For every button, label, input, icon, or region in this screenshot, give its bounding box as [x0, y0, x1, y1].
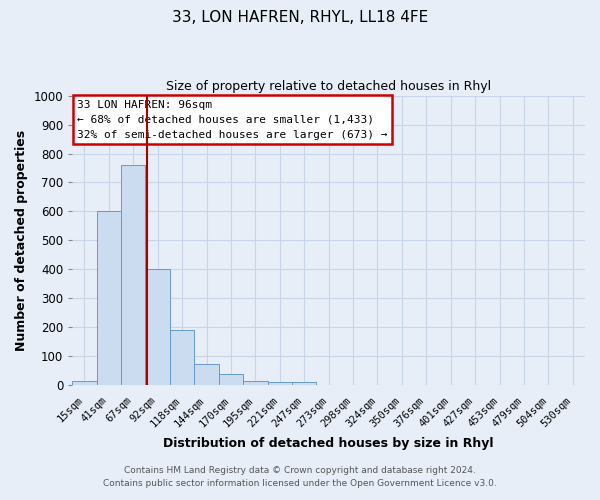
Text: Contains HM Land Registry data © Crown copyright and database right 2024.
Contai: Contains HM Land Registry data © Crown c…: [103, 466, 497, 487]
Bar: [72, 381, 97, 386]
Bar: [268, 382, 292, 386]
Text: 33, LON HAFREN, RHYL, LL18 4FE: 33, LON HAFREN, RHYL, LL18 4FE: [172, 10, 428, 25]
Text: 33 LON HAFREN: 96sqm
← 68% of detached houses are smaller (1,433)
32% of semi-de: 33 LON HAFREN: 96sqm ← 68% of detached h…: [77, 100, 388, 140]
Y-axis label: Number of detached properties: Number of detached properties: [15, 130, 28, 351]
Title: Size of property relative to detached houses in Rhyl: Size of property relative to detached ho…: [166, 80, 491, 93]
Bar: [194, 364, 219, 386]
Bar: [145, 270, 170, 386]
Bar: [292, 382, 316, 386]
Bar: [121, 165, 145, 386]
Bar: [97, 212, 121, 386]
Bar: [243, 381, 268, 386]
Bar: [219, 374, 243, 386]
X-axis label: Distribution of detached houses by size in Rhyl: Distribution of detached houses by size …: [163, 437, 494, 450]
Bar: [170, 330, 194, 386]
